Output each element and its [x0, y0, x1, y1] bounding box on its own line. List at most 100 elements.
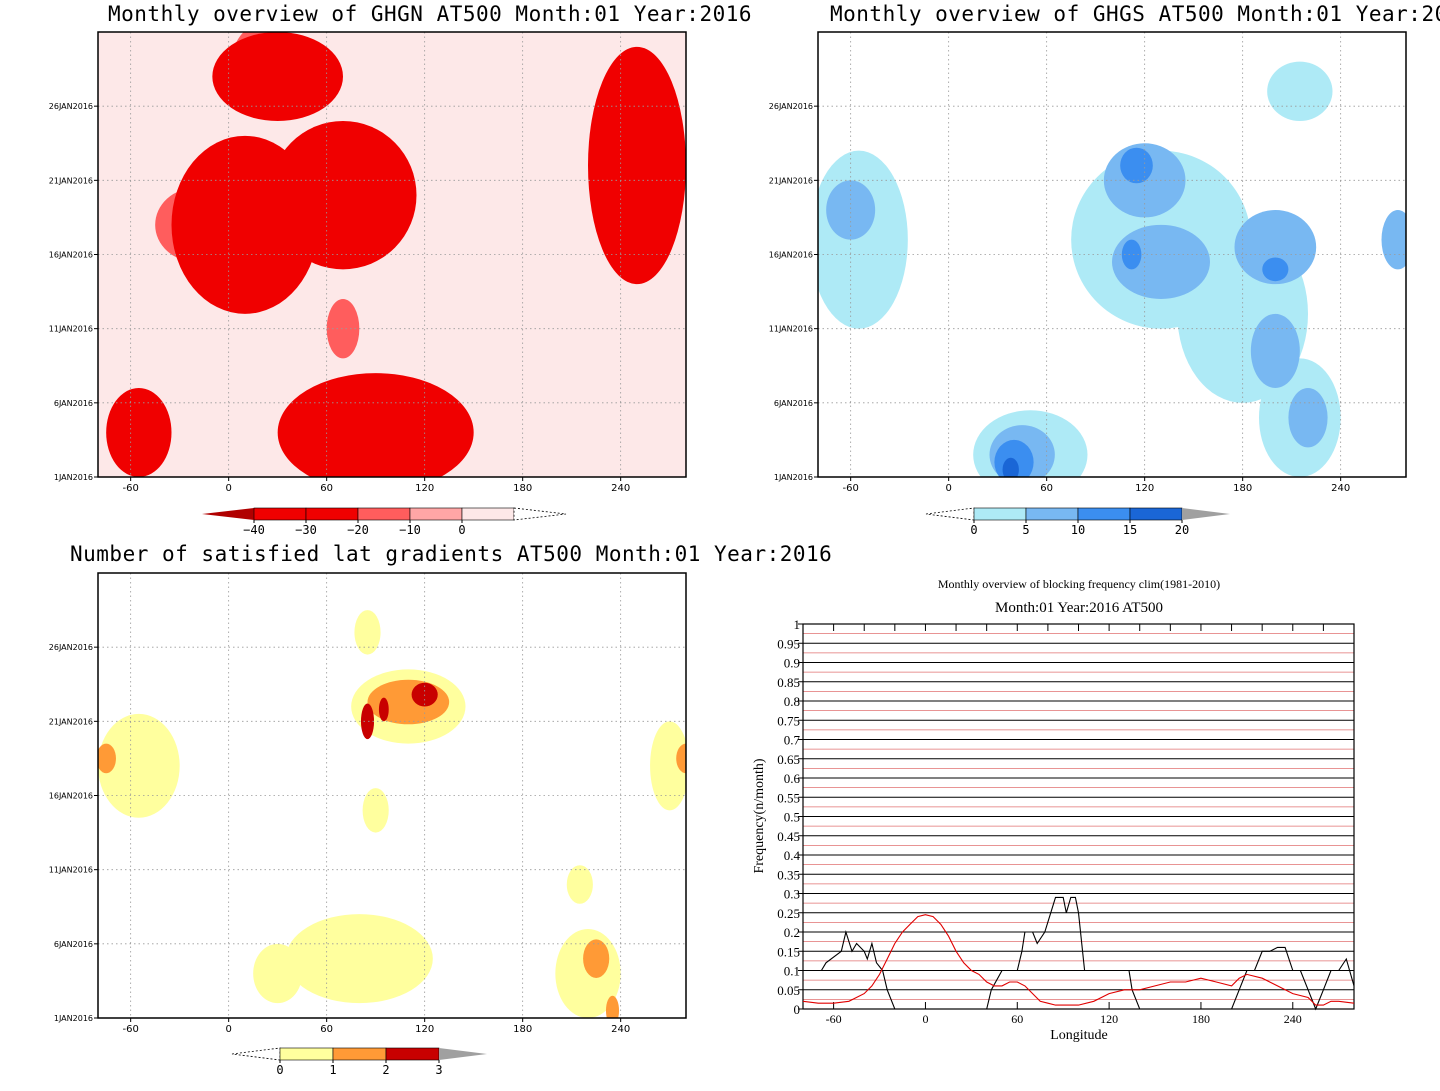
colorbar-label-0: −40	[243, 523, 265, 537]
colorbar-left-arrow	[925, 507, 975, 521]
y-tick-label-2: 11JAN2016	[49, 866, 93, 875]
x-tick-label-5: 240	[1284, 1012, 1302, 1026]
heatmap-region-13	[1381, 210, 1406, 270]
x-tick-label-3: 120	[1135, 483, 1154, 494]
x-tick-label-5: 240	[611, 1024, 630, 1035]
colorbar: 0 5 10 15 20	[925, 507, 1230, 537]
x-tick-label-5: 240	[1331, 483, 1350, 494]
y-tick-label-4: 21JAN2016	[49, 717, 93, 726]
colorbar-label-2: 10	[1071, 523, 1085, 537]
colorbar-label-0: 0	[276, 1063, 283, 1077]
frequency-line-panel: Monthly overview of blocking frequency c…	[752, 577, 1355, 1043]
x-tick-label-0: -60	[842, 483, 858, 494]
colorbar-label-0: 0	[970, 523, 977, 537]
heatmap-region-17	[1262, 257, 1289, 282]
x-tick-label-0: -60	[122, 483, 138, 494]
y-tick-label-7: 0.35	[777, 867, 800, 882]
gradient-heatmap-panel: -60 0 60 120 180 2401JAN20166JAN201611JAN2016…	[49, 572, 687, 1077]
colorbar-segment-1	[1025, 507, 1079, 521]
colorbar-label-4: 0	[458, 523, 465, 537]
colorbar-label-3: −10	[399, 523, 421, 537]
y-tick-label-10: 0.5	[784, 810, 800, 825]
y-tick-label-16: 0.8	[784, 694, 800, 709]
heatmap-region-13	[277, 373, 474, 477]
colorbar-segment-0	[973, 507, 1027, 521]
colorbar-label-3: 3	[435, 1063, 442, 1077]
panel-title-ghgs: Monthly overview of GHGS AT500 Month:01 …	[830, 2, 1440, 26]
panel-title-grad: Number of satisfied lat gradients AT500 …	[70, 542, 833, 566]
heatmap-region-6	[826, 180, 876, 240]
y-tick-label-4: 21JAN2016	[769, 176, 813, 185]
colorbar-label-4: 20	[1175, 523, 1189, 537]
y-tick-label-1: 6JAN2016	[774, 399, 813, 408]
x-tick-label-4: 180	[1233, 483, 1252, 494]
colorbar-right-arrow	[439, 1048, 487, 1060]
heatmap-region-15	[1121, 239, 1142, 270]
colorbar-label-1: 1	[329, 1063, 336, 1077]
heatmap-region-18	[1002, 457, 1019, 477]
x-tick-label-4: 180	[513, 483, 532, 494]
heatmap-region-8	[566, 865, 593, 904]
freq-chart-title: Monthly overview of blocking frequency c…	[938, 577, 1220, 591]
ghgn-heatmap-panel: -60 0 60 120 180 240 1JAN2016 6JAN2016 11JAN2016…	[49, 31, 687, 537]
colorbar-segment-2	[385, 1047, 440, 1061]
x-tick-label-4: 180	[513, 1024, 532, 1035]
y-tick-label-0: 0	[794, 1002, 801, 1017]
y-tick-label-17: 0.85	[777, 675, 800, 690]
colorbar-label-1: −30	[295, 523, 317, 537]
heatmap-region-15	[360, 703, 375, 740]
colorbar: −40 −30 −20 −10 0	[202, 507, 567, 537]
heatmap-region-0	[98, 713, 180, 818]
colorbar-segment-3	[409, 507, 463, 521]
heatmap-region-10	[98, 743, 116, 774]
y-tick-label-2: 11JAN2016	[49, 325, 93, 334]
y-tick-label-5: 0.25	[777, 906, 800, 921]
x-tick-label-4: 180	[1192, 1012, 1210, 1026]
heatmap-region-9	[1234, 210, 1317, 285]
y-tick-label-3: 16JAN2016	[49, 251, 93, 260]
heatmap-region-7	[326, 299, 360, 359]
colorbar-label-2: −20	[347, 523, 369, 537]
x-tick-label-1: 0	[225, 483, 231, 494]
y-tick-label-5: 26JAN2016	[49, 102, 93, 111]
heatmap-region-8	[106, 388, 172, 477]
panel-title-ghgn: Monthly overview of GHGN AT500 Month:01 …	[108, 2, 753, 26]
y-tick-label-4: 21JAN2016	[49, 176, 93, 185]
colorbar-right-arrow	[1182, 508, 1230, 520]
colorbar-segment-1	[332, 1047, 387, 1061]
y-tick-label-20: 1	[794, 617, 801, 632]
y-tick-label-15: 0.75	[777, 713, 800, 728]
y-tick-label-0: 1JAN2016	[54, 473, 93, 482]
x-tick-label-3: 120	[1100, 1012, 1118, 1026]
colorbar-segment-2	[357, 507, 411, 521]
y-tick-label-0: 1JAN2016	[774, 473, 813, 482]
x-tick-label-5: 240	[611, 483, 630, 494]
series-line-0	[803, 896, 1355, 1011]
y-tick-label-0: 1JAN2016	[54, 1014, 93, 1023]
y-tick-label-19: 0.95	[777, 636, 800, 651]
y-tick-label-1: 6JAN2016	[54, 399, 93, 408]
heatmap-region-16	[378, 697, 389, 722]
heatmap-region-11	[588, 46, 686, 285]
y-tick-label-12: 0.6	[784, 771, 801, 786]
colorbar-segment-0	[279, 1047, 334, 1061]
heatmap-field	[98, 610, 686, 1018]
freq-x-label: Longitude	[1050, 1028, 1108, 1043]
colorbar-left-arrow	[202, 508, 254, 520]
x-tick-label-1: 0	[225, 1024, 231, 1035]
colorbar-label-2: 2	[382, 1063, 389, 1077]
heatmap-region-12	[1288, 388, 1328, 448]
y-tick-label-5: 26JAN2016	[49, 643, 93, 652]
x-tick-label-0: -60	[122, 1024, 138, 1035]
heatmap-region-5	[1267, 61, 1333, 121]
y-tick-label-4: 0.2	[784, 925, 800, 940]
colorbar-label-3: 15	[1123, 523, 1137, 537]
y-tick-label-3: 16JAN2016	[769, 251, 813, 260]
colorbar-label-1: 5	[1022, 523, 1029, 537]
x-tick-label-3: 120	[415, 1024, 434, 1035]
heatmap-region-7	[650, 721, 686, 811]
heatmap-region-10	[269, 121, 417, 270]
series-line-1	[802, 914, 1355, 1006]
heatmap-region-12	[583, 939, 610, 978]
